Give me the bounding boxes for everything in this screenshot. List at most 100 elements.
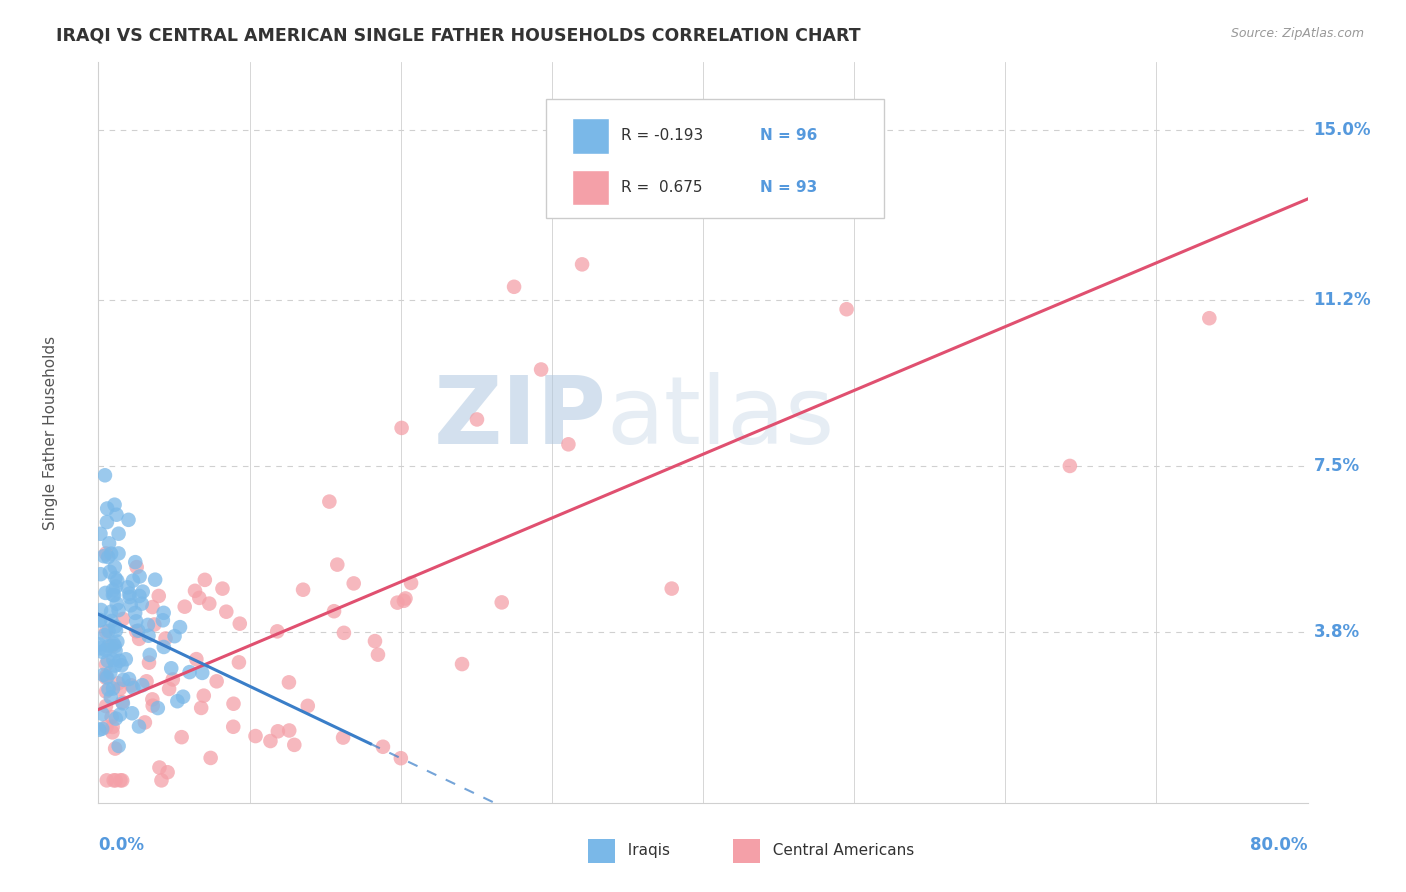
Point [108,654,131,668]
Point [367,648,389,662]
Point [112,673,135,687]
Point [186,652,208,666]
Point [94,684,117,698]
Point [100,690,122,705]
Point [96,515,118,529]
Point [193,689,215,703]
Point [104,560,127,574]
Point [166,694,188,708]
Point [323,604,346,618]
Point [105,508,128,522]
Point [138,629,160,643]
Point [100,605,122,619]
Point [111,695,134,709]
Point [104,773,127,788]
Point [101,681,124,696]
Point [114,652,136,666]
Point [136,618,159,632]
Point [1059,458,1081,473]
Point [661,582,683,596]
Text: 80.0%: 80.0% [1250,836,1308,855]
Point [97,639,120,653]
Point [190,701,212,715]
Point [465,412,488,426]
Point [571,257,593,271]
Point [198,597,221,611]
Point [267,724,290,739]
Point [530,362,553,376]
Point [205,674,228,689]
Point [90,567,112,582]
Text: IRAQI VS CENTRAL AMERICAN SINGLE FATHER HOUSEHOLDS CORRELATION CHART: IRAQI VS CENTRAL AMERICAN SINGLE FATHER … [56,27,860,45]
FancyBboxPatch shape [546,99,884,218]
Point [91,722,114,736]
Point [170,730,193,744]
Point [153,640,176,654]
Point [89,526,111,541]
Point [120,599,142,613]
FancyBboxPatch shape [734,839,759,863]
Point [128,632,150,646]
Point [150,773,173,788]
Point [97,682,120,697]
Point [191,665,214,680]
Point [172,690,194,704]
Point [107,676,129,690]
Point [104,571,127,585]
Point [101,725,124,739]
Point [1198,311,1220,326]
FancyBboxPatch shape [572,118,609,153]
Text: 11.2%: 11.2% [1313,292,1371,310]
Point [283,738,305,752]
Point [132,584,155,599]
Point [118,590,141,604]
Point [94,468,117,483]
Point [135,674,157,689]
Point [94,699,117,714]
Text: N = 96: N = 96 [759,128,817,144]
Text: Central Americans: Central Americans [763,844,915,858]
Point [125,560,148,574]
Point [387,596,409,610]
Point [138,656,160,670]
Point [155,632,177,646]
Point [391,421,413,435]
Point [146,701,169,715]
Point [318,494,340,508]
Point [122,681,145,695]
Point [111,612,134,626]
Point [835,302,858,317]
Text: 0.0%: 0.0% [98,836,145,855]
Point [152,613,174,627]
Point [101,583,124,598]
Point [326,558,349,572]
Point [110,773,132,788]
Point [108,707,131,722]
Point [96,501,118,516]
Point [121,706,143,721]
Point [211,582,233,596]
Point [125,624,148,639]
Point [278,723,301,738]
Point [105,580,128,594]
Point [93,549,115,564]
Point [96,773,118,788]
Point [94,669,117,683]
Point [97,624,120,638]
Point [104,639,127,653]
Point [91,706,114,721]
Point [333,625,356,640]
Point [160,661,183,675]
Point [292,582,315,597]
Point [108,681,131,696]
Point [103,653,125,667]
FancyBboxPatch shape [572,170,609,205]
Point [91,645,114,659]
Point [259,734,281,748]
Point [122,574,145,588]
Text: 3.8%: 3.8% [1313,624,1360,641]
Point [169,620,191,634]
Point [148,589,170,603]
Point [557,437,579,451]
Point [100,710,122,724]
